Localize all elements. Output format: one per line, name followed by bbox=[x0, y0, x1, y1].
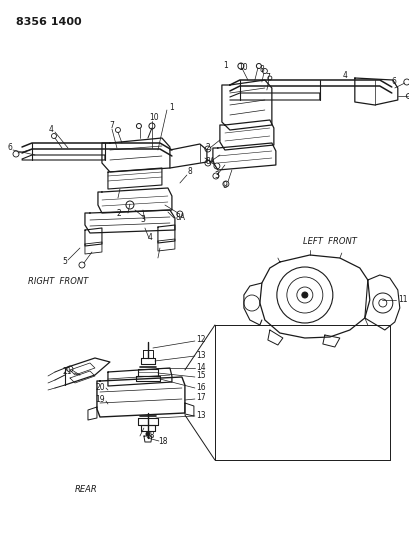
Text: RIGHT  FRONT: RIGHT FRONT bbox=[28, 278, 88, 287]
Text: 10: 10 bbox=[237, 62, 247, 71]
Text: 1: 1 bbox=[222, 61, 227, 70]
Text: 8: 8 bbox=[259, 66, 264, 75]
Text: 13: 13 bbox=[196, 410, 205, 419]
Text: 8A: 8A bbox=[175, 214, 185, 222]
Text: 18: 18 bbox=[157, 438, 167, 447]
Text: 14: 14 bbox=[196, 362, 205, 372]
Text: 20: 20 bbox=[95, 383, 105, 392]
Circle shape bbox=[301, 292, 307, 298]
Text: 7: 7 bbox=[109, 122, 114, 131]
Text: 8: 8 bbox=[187, 167, 192, 176]
Circle shape bbox=[146, 432, 150, 436]
Text: 6: 6 bbox=[8, 142, 13, 151]
Text: 3: 3 bbox=[139, 214, 144, 223]
Text: 12: 12 bbox=[196, 335, 205, 344]
Text: 9: 9 bbox=[222, 181, 227, 190]
Text: 1: 1 bbox=[169, 102, 173, 111]
Text: 4: 4 bbox=[148, 233, 153, 243]
Text: REAR: REAR bbox=[75, 486, 97, 495]
Text: 8356 1400: 8356 1400 bbox=[16, 17, 81, 27]
Text: 11: 11 bbox=[397, 295, 406, 304]
Text: 2: 2 bbox=[205, 142, 210, 151]
Text: 4: 4 bbox=[342, 71, 347, 80]
Text: 13: 13 bbox=[196, 351, 205, 359]
Text: 10: 10 bbox=[148, 114, 158, 123]
Text: 18: 18 bbox=[145, 431, 155, 440]
Text: LEFT  FRONT: LEFT FRONT bbox=[302, 238, 356, 246]
Text: 3: 3 bbox=[214, 171, 219, 180]
Text: 7: 7 bbox=[264, 72, 269, 82]
Text: 17: 17 bbox=[196, 393, 205, 402]
Text: 16: 16 bbox=[196, 383, 205, 392]
Text: 19: 19 bbox=[95, 395, 105, 405]
Text: 2: 2 bbox=[117, 208, 121, 217]
Text: 6: 6 bbox=[391, 77, 396, 86]
Text: 8A: 8A bbox=[205, 157, 216, 166]
Text: 4: 4 bbox=[49, 125, 54, 133]
Text: 5: 5 bbox=[62, 256, 67, 265]
Text: 21: 21 bbox=[62, 367, 72, 376]
Text: 15: 15 bbox=[196, 372, 205, 381]
